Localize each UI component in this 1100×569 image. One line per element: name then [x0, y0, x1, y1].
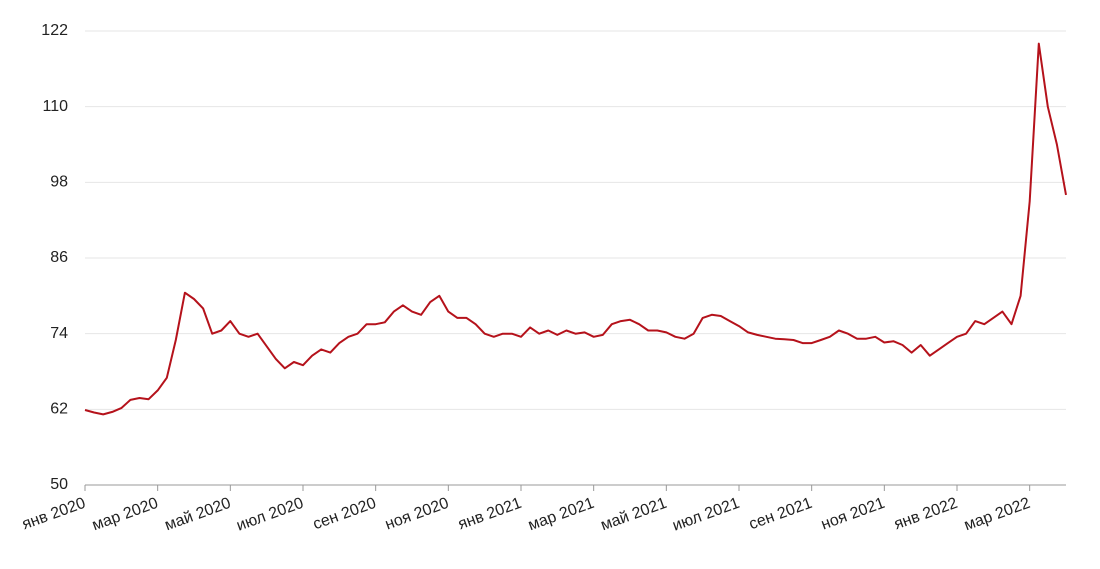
x-tick-label: ноя 2021 [819, 495, 887, 534]
y-tick-label: 98 [50, 174, 68, 191]
x-tick-label: мар 2021 [526, 495, 597, 535]
data-line [84, 42, 1067, 416]
x-tick-label: май 2020 [163, 495, 234, 535]
x-tick-label: ноя 2020 [383, 495, 451, 534]
x-tick-label: янв 2020 [20, 495, 88, 534]
y-tick-label: 110 [42, 98, 68, 115]
x-tick-label: мар 2020 [90, 495, 161, 535]
x-tick-label: мар 2022 [962, 495, 1033, 535]
x-tick-label: янв 2021 [456, 495, 524, 534]
y-tick-label: 122 [41, 22, 68, 39]
x-tick-label: май 2021 [599, 495, 670, 535]
y-tick-label: 74 [50, 325, 68, 342]
x-tick-label: июл 2021 [670, 495, 742, 535]
y-tick-label: 86 [50, 249, 68, 266]
y-tick-label: 50 [50, 476, 68, 493]
y-tick-label: 62 [50, 401, 68, 418]
x-tick-label: янв 2022 [892, 495, 960, 534]
x-tick-label: сен 2020 [311, 495, 379, 534]
x-tick-label: июл 2020 [234, 495, 306, 535]
x-tick-label: сен 2021 [747, 495, 815, 534]
